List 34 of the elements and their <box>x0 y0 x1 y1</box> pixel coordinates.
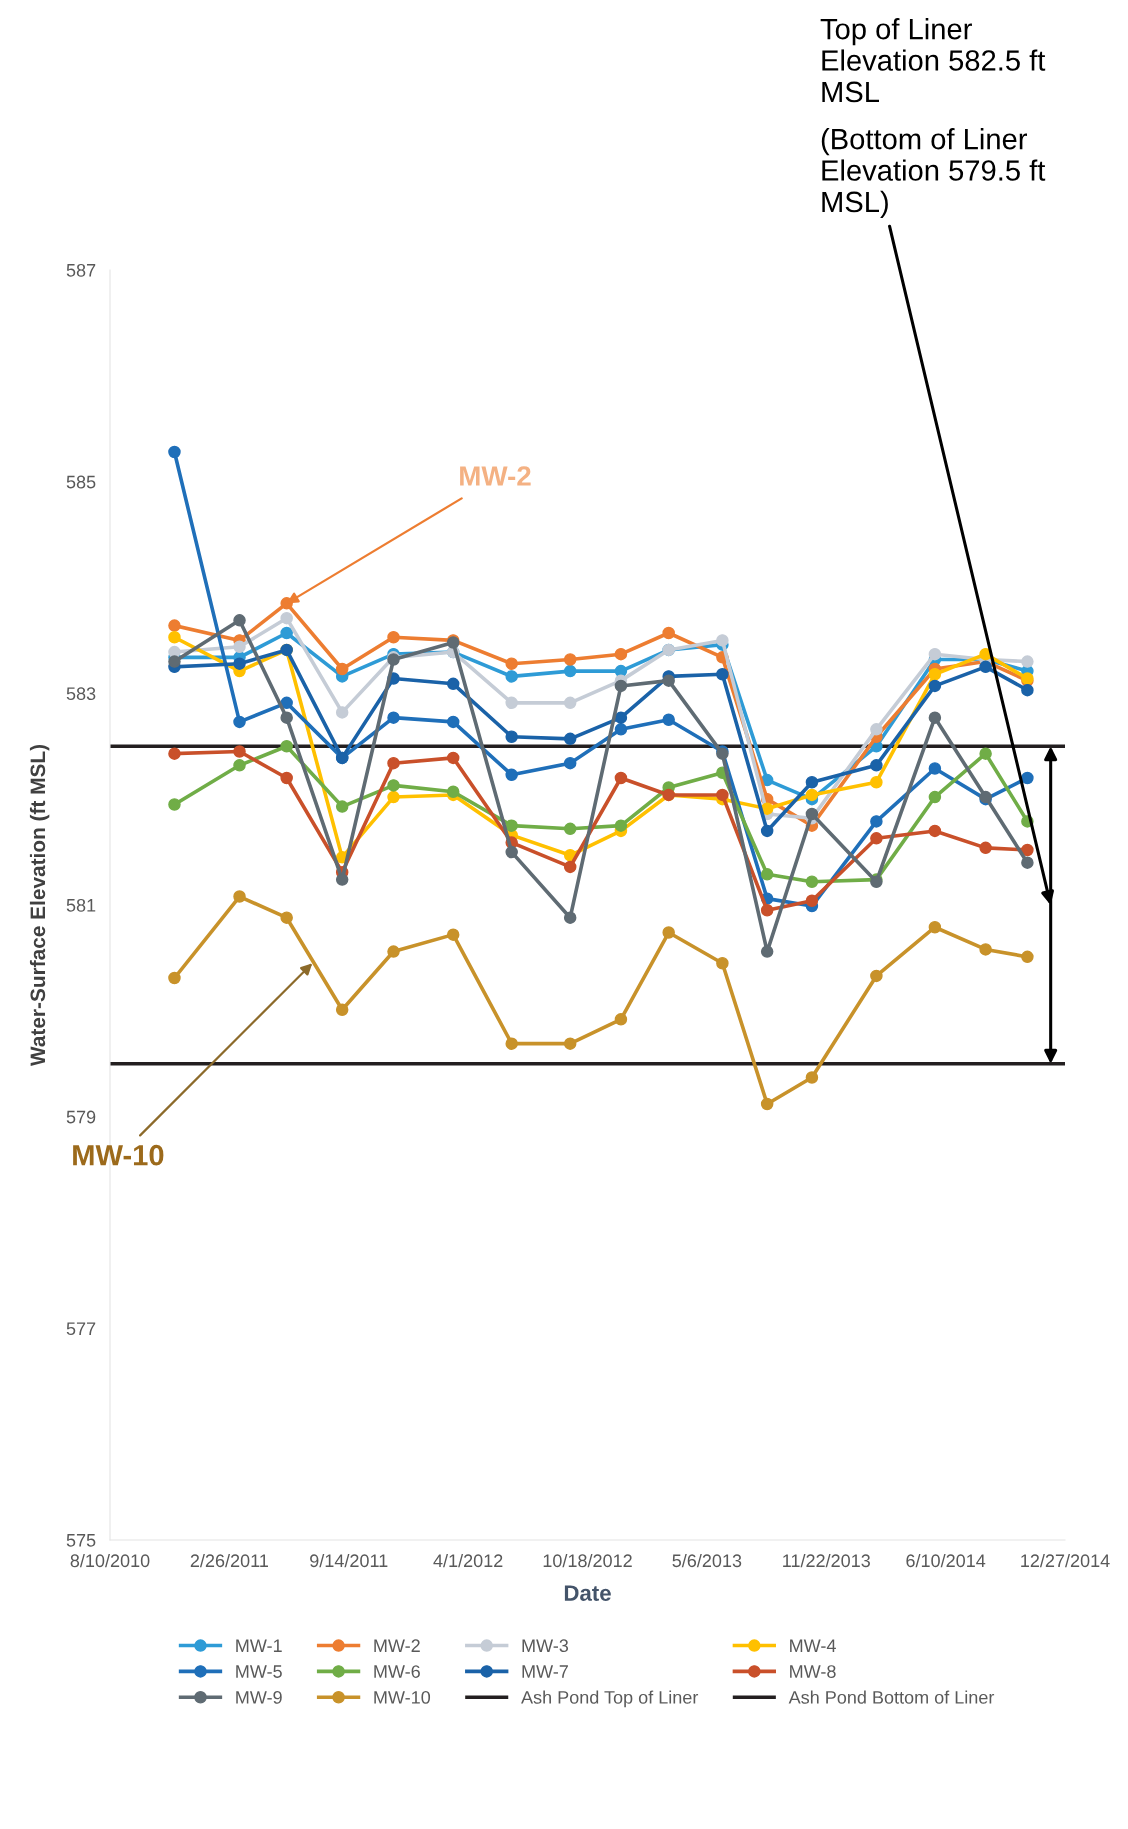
x-tick-label: 8/10/2010 <box>70 1553 150 1568</box>
legend-label: MW-4 <box>790 1639 836 1652</box>
x-tick-label: 11/22/2013 <box>783 1553 870 1568</box>
legend-label: MW-3 <box>522 1639 569 1653</box>
x-tick-label: 4/1/2012 <box>433 1553 503 1568</box>
x-tick-label: 6/10/2014 <box>906 1553 986 1568</box>
y-tick-label: 583 <box>66 687 96 701</box>
legend-label: MW-2 <box>374 1639 420 1652</box>
legend-label: MW-1 <box>236 1639 282 1652</box>
y-tick-label: 579 <box>66 1110 96 1124</box>
annotation: MW-10 <box>73 1144 164 1166</box>
legend-label: MW-10 <box>374 1690 431 1704</box>
annotation: MW-2 <box>460 466 531 486</box>
y-axis-title: Water-Surface Elevation (ft MSL) <box>29 744 50 1067</box>
x-tick-label: 12/27/2014 <box>1021 1553 1110 1568</box>
legend-label: Ash Pond Bottom of Liner <box>788 1690 995 1704</box>
legend-label: MW-6 <box>374 1665 420 1678</box>
legend-label: MW-8 <box>790 1665 836 1678</box>
text: Top of Liner Elevation 582.5 ft MSL <box>820 18 1046 103</box>
y-tick-label: 585 <box>66 475 96 489</box>
legend-label: MW-9 <box>236 1690 282 1704</box>
x-tick-label: 9/14/2011 <box>310 1553 388 1568</box>
legend-label: MW-5 <box>236 1665 282 1678</box>
x-tick-label: 5/6/2013 <box>672 1553 742 1568</box>
text: (Bottom of Liner Elevation 579.5 ft MSL) <box>821 128 1046 219</box>
x-tick-label: 10/18/2012 <box>543 1553 632 1568</box>
x-tick-label: 2/26/2011 <box>190 1553 268 1568</box>
y-tick-label: 575 <box>66 1534 96 1547</box>
y-tick-label: 577 <box>66 1322 96 1336</box>
legend-label: MW-7 <box>522 1665 568 1678</box>
y-tick-label: 581 <box>66 898 96 912</box>
legend-label: Ash Pond Top of Liner <box>521 1690 699 1708</box>
y-tick-label: 587 <box>66 263 96 277</box>
x-axis-title: Date <box>564 1585 611 1601</box>
